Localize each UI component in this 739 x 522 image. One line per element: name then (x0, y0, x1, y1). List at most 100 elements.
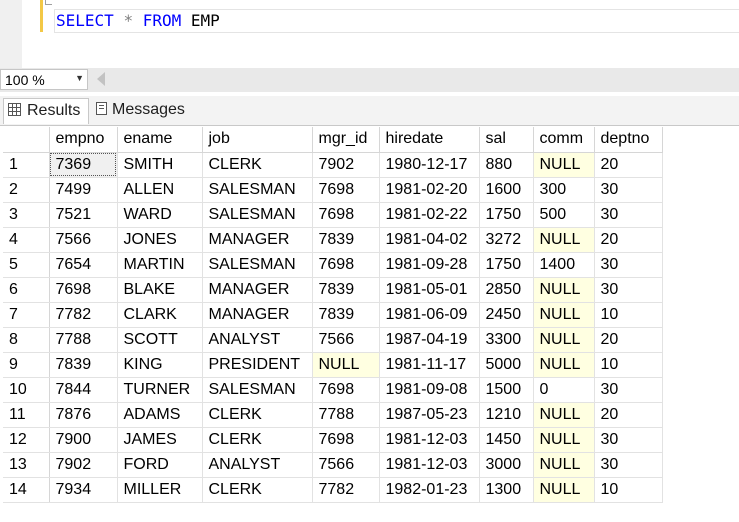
grid-cell-empno[interactable]: 7839 (49, 352, 118, 378)
column-header-comm[interactable]: comm (533, 127, 595, 153)
column-header-job[interactable]: job (202, 127, 313, 153)
query-editor[interactable]: SELECT * FROM EMP (0, 0, 739, 68)
grid-cell-deptno[interactable]: 10 (594, 477, 663, 503)
row-number[interactable]: 5 (3, 252, 50, 278)
grid-cell-deptno[interactable]: 10 (594, 352, 663, 378)
grid-cell-hiredate[interactable]: 1981-05-01 (379, 277, 480, 303)
grid-cell-ename[interactable]: MILLER (117, 477, 203, 503)
row-number[interactable]: 2 (3, 177, 50, 203)
table-row[interactable]: 10 7844 TURNER SALESMAN 7698 1981-09-08 1500 0 3… (3, 377, 663, 403)
grid-cell-ename[interactable]: JAMES (117, 427, 203, 453)
grid-cell-comm[interactable]: NULL (533, 402, 595, 428)
grid-cell-deptno[interactable]: 30 (594, 177, 663, 203)
grid-cell-comm[interactable]: NULL (533, 327, 595, 353)
column-header-sal[interactable]: sal (479, 127, 534, 153)
grid-cell-job[interactable]: CLERK (202, 477, 313, 503)
column-header-ename[interactable]: ename (117, 127, 203, 153)
table-row[interactable]: 3 7521 WARD SALESMAN 7698 1981-02-22 1750 500 30 (3, 202, 663, 228)
grid-cell-job[interactable]: ANALYST (202, 327, 313, 353)
grid-cell-mgr-id[interactable]: 7698 (312, 252, 380, 278)
grid-cell-empno[interactable]: 7566 (49, 227, 118, 253)
grid-cell-empno[interactable]: 7876 (49, 402, 118, 428)
grid-cell-sal[interactable]: 1750 (479, 252, 534, 278)
grid-cell-job[interactable]: CLERK (202, 427, 313, 453)
grid-cell-sal[interactable]: 1300 (479, 477, 534, 503)
grid-cell-hiredate[interactable]: 1981-11-17 (379, 352, 480, 378)
row-number[interactable]: 7 (3, 302, 50, 328)
grid-cell-sal[interactable]: 2850 (479, 277, 534, 303)
row-header-corner[interactable] (3, 127, 50, 153)
table-row[interactable]: 13 7902 FORD ANALYST 7566 1981-12-03 3000 NULL 3… (3, 452, 663, 478)
grid-cell-hiredate[interactable]: 1981-02-22 (379, 202, 480, 228)
results-grid[interactable]: empno ename job mgr_id hiredate sal comm deptno… (3, 127, 663, 503)
grid-cell-hiredate[interactable]: 1980-12-17 (379, 152, 480, 178)
zoom-select[interactable]: 100 % ▼ (0, 69, 88, 90)
grid-cell-comm[interactable]: 500 (533, 202, 595, 228)
grid-cell-job[interactable]: ANALYST (202, 452, 313, 478)
grid-cell-ename[interactable]: SCOTT (117, 327, 203, 353)
grid-cell-ename[interactable]: TURNER (117, 377, 203, 403)
sql-text[interactable]: SELECT * FROM EMP (56, 10, 220, 32)
collapse-outline-icon[interactable] (45, 0, 52, 5)
grid-cell-empno[interactable]: 7654 (49, 252, 118, 278)
grid-cell-mgr-id[interactable]: 7902 (312, 152, 380, 178)
grid-cell-sal[interactable]: 3300 (479, 327, 534, 353)
grid-cell-hiredate[interactable]: 1981-09-28 (379, 252, 480, 278)
grid-cell-comm[interactable]: 0 (533, 377, 595, 403)
grid-cell-mgr-id[interactable]: 7782 (312, 477, 380, 503)
tab-results[interactable]: Results (3, 98, 89, 124)
grid-cell-sal[interactable]: 1210 (479, 402, 534, 428)
grid-cell-empno[interactable]: 7788 (49, 327, 118, 353)
grid-cell-sal[interactable]: 5000 (479, 352, 534, 378)
grid-cell-hiredate[interactable]: 1981-04-02 (379, 227, 480, 253)
grid-cell-deptno[interactable]: 30 (594, 377, 663, 403)
grid-cell-ename[interactable]: MARTIN (117, 252, 203, 278)
grid-cell-sal[interactable]: 1450 (479, 427, 534, 453)
grid-cell-deptno[interactable]: 30 (594, 277, 663, 303)
grid-cell-comm[interactable]: 1400 (533, 252, 595, 278)
grid-cell-sal[interactable]: 2450 (479, 302, 534, 328)
grid-cell-sal[interactable]: 3272 (479, 227, 534, 253)
row-number[interactable]: 8 (3, 327, 50, 353)
grid-cell-deptno[interactable]: 30 (594, 427, 663, 453)
grid-cell-ename[interactable]: KING (117, 352, 203, 378)
grid-cell-deptno[interactable]: 30 (594, 252, 663, 278)
column-header-hiredate[interactable]: hiredate (379, 127, 480, 153)
grid-cell-mgr-id[interactable]: 7566 (312, 452, 380, 478)
grid-cell-hiredate[interactable]: 1987-05-23 (379, 402, 480, 428)
grid-cell-comm[interactable]: NULL (533, 452, 595, 478)
grid-cell-deptno[interactable]: 30 (594, 452, 663, 478)
grid-cell-empno[interactable]: 7782 (49, 302, 118, 328)
row-number[interactable]: 12 (3, 427, 50, 453)
column-header-empno[interactable]: empno (49, 127, 118, 153)
grid-cell-comm[interactable]: NULL (533, 352, 595, 378)
grid-cell-comm[interactable]: NULL (533, 152, 595, 178)
grid-cell-mgr-id[interactable]: 7839 (312, 227, 380, 253)
grid-cell-hiredate[interactable]: 1981-09-08 (379, 377, 480, 403)
row-number[interactable]: 14 (3, 477, 50, 503)
grid-cell-mgr-id[interactable]: 7698 (312, 177, 380, 203)
table-row[interactable]: 14 7934 MILLER CLERK 7782 1982-01-23 1300 NULL 1… (3, 477, 663, 503)
grid-cell-ename[interactable]: WARD (117, 202, 203, 228)
row-number[interactable]: 1 (3, 152, 50, 178)
grid-cell-sal[interactable]: 1500 (479, 377, 534, 403)
table-row[interactable]: 6 7698 BLAKE MANAGER 7839 1981-05-01 2850 NULL 3… (3, 277, 663, 303)
grid-cell-sal[interactable]: 880 (479, 152, 534, 178)
grid-cell-mgr-id[interactable]: 7698 (312, 202, 380, 228)
table-row[interactable]: 4 7566 JONES MANAGER 7839 1981-04-02 3272 NULL 2… (3, 227, 663, 253)
grid-cell-deptno[interactable]: 10 (594, 302, 663, 328)
grid-cell-job[interactable]: MANAGER (202, 302, 313, 328)
table-row[interactable]: 11 7876 ADAMS CLERK 7788 1987-05-23 1210 NULL 20 (3, 402, 663, 428)
table-row[interactable]: 12 7900 JAMES CLERK 7698 1981-12-03 1450 NULL 30 (3, 427, 663, 453)
grid-cell-comm[interactable]: 300 (533, 177, 595, 203)
chevron-down-icon[interactable]: ▼ (75, 73, 84, 83)
grid-cell-hiredate[interactable]: 1982-01-23 (379, 477, 480, 503)
grid-cell-ename[interactable]: ADAMS (117, 402, 203, 428)
grid-cell-comm[interactable]: NULL (533, 427, 595, 453)
grid-cell-comm[interactable]: NULL (533, 227, 595, 253)
row-number[interactable]: 4 (3, 227, 50, 253)
grid-cell-job[interactable]: SALESMAN (202, 177, 313, 203)
grid-cell-ename[interactable]: CLARK (117, 302, 203, 328)
column-header-deptno[interactable]: deptno (594, 127, 663, 153)
column-header-mgr-id[interactable]: mgr_id (312, 127, 380, 153)
